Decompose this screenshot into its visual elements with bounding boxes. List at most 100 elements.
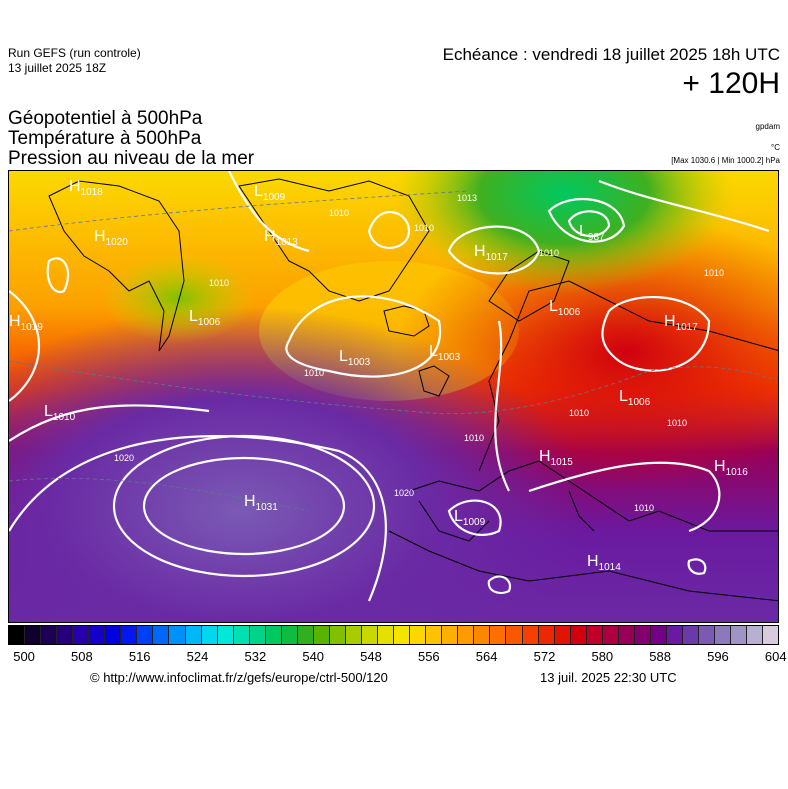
colorbar-swatch	[394, 626, 411, 644]
isotherms	[9, 190, 778, 512]
variable-geopotential: Géopotentiel à 500hPa	[8, 108, 203, 129]
colorbar-swatch	[650, 626, 667, 644]
generation-time: 13 juil. 2025 22:30 UTC	[540, 670, 677, 685]
weather-map-svg: H1018 L1009 H1020 H1013 L1006 H1019 L1003 L1003…	[9, 171, 778, 622]
low-pressure-center: L987	[579, 223, 605, 243]
colorbar-swatch	[153, 626, 170, 644]
high-pressure-center: H1014	[587, 553, 621, 573]
colorbar-swatch	[682, 626, 700, 644]
colorbar	[8, 625, 779, 645]
high-pressure-center: H1017	[664, 313, 698, 333]
colorbar-swatch	[554, 626, 571, 644]
colorbar-swatch	[715, 626, 732, 644]
colorbar-swatch	[538, 626, 555, 644]
colorbar-swatch	[506, 626, 523, 644]
colorbar-swatch	[121, 626, 138, 644]
colorbar-swatch	[474, 626, 491, 644]
colorbar-swatch	[89, 626, 106, 644]
low-pressure-center: L1006	[189, 308, 221, 328]
colorbar-swatch	[763, 626, 779, 644]
pressure-range: [Max 1030.6 | Min 1000.2] hPa	[671, 156, 780, 165]
low-pressure-center: L1006	[549, 298, 581, 318]
colorbar-swatch	[410, 626, 427, 644]
colorbar-tick-label: 516	[128, 649, 151, 664]
colorbar-swatch	[233, 626, 250, 644]
colorbar-swatch	[362, 626, 379, 644]
colorbar-tick-label: 588	[649, 649, 671, 664]
lead-time: + 120H	[682, 67, 780, 100]
variable-temperature: Température à 500hPa	[8, 128, 202, 149]
pressure-centers: H1018 L1009 H1020 H1013 L1006 H1019 L1003 L1003…	[9, 178, 748, 573]
isobar-label: 1010	[304, 368, 324, 378]
colorbar-tick-label: 556	[417, 649, 440, 664]
low-pressure-center: L1009	[254, 183, 286, 203]
colorbar-swatch	[378, 626, 395, 644]
isobar-label: 1013	[457, 193, 477, 203]
source-url[interactable]: © http://www.infoclimat.fr/z/gefs/europe…	[90, 670, 388, 685]
isobar-label: 1010	[209, 278, 229, 288]
colorbar-swatch	[105, 626, 122, 644]
high-pressure-center: H1020	[94, 228, 128, 248]
coastlines	[48, 178, 778, 602]
variable-pressure: Pression au niveau de la mer	[8, 148, 255, 169]
colorbar-tick-label: 540	[302, 649, 325, 664]
colorbar-swatch	[747, 626, 764, 644]
low-pressure-center: L1003	[339, 348, 371, 368]
low-pressure-center: L1010	[44, 403, 76, 423]
colorbar-swatch	[137, 626, 154, 644]
colorbar-tick-label: 572	[533, 649, 556, 664]
isobar-label: 1010	[704, 268, 724, 278]
isobars	[9, 171, 770, 602]
low-pressure-center: L1009	[454, 508, 486, 528]
high-pressure-center: H1031	[244, 493, 278, 513]
high-pressure-center: H1019	[9, 313, 43, 333]
high-pressure-center: H1015	[539, 448, 573, 468]
colorbar-tick-label: 532	[244, 649, 267, 664]
unit-geopotential: gpdam	[755, 122, 780, 131]
colorbar-swatch	[169, 626, 186, 644]
colorbar-swatch	[522, 626, 539, 644]
colorbar-tick-label: 604	[764, 649, 787, 664]
run-date: 13 juillet 2025 18Z	[8, 61, 107, 75]
colorbar-swatch	[313, 626, 330, 644]
colorbar-swatch	[426, 626, 443, 644]
colorbar-swatch	[201, 626, 218, 644]
colorbar-swatch	[9, 626, 26, 644]
colorbar-swatch	[25, 626, 42, 644]
high-pressure-center: H1017	[474, 243, 508, 263]
colorbar-swatch	[185, 626, 202, 644]
isobar-label: 1010	[634, 503, 654, 513]
colorbar-swatch	[666, 626, 683, 644]
colorbar-swatch	[586, 626, 603, 644]
colorbar-swatch	[699, 626, 716, 644]
colorbar-swatch	[41, 626, 58, 644]
colorbar-tick-label: 596	[707, 649, 729, 664]
colorbar-swatch	[57, 626, 74, 644]
weather-map: H1018 L1009 H1020 H1013 L1006 H1019 L1003 L1003…	[8, 170, 779, 623]
colorbar-swatch	[217, 626, 234, 644]
colorbar-tick-label: 508	[71, 649, 93, 664]
colorbar-swatch	[570, 626, 587, 644]
unit-temperature: °C	[771, 143, 780, 152]
isobar-labels: 1013 1010 1010 1010 1010 1010 1010 1010 1020 1020…	[114, 193, 724, 513]
colorbar-swatch	[490, 626, 507, 644]
colorbar-swatch	[329, 626, 346, 644]
colorbar-swatch	[634, 626, 651, 644]
colorbar-swatch	[458, 626, 475, 644]
colorbar-swatch	[602, 626, 619, 644]
colorbar-tick-label: 500	[13, 649, 35, 664]
colorbar-swatch	[345, 626, 363, 644]
colorbar-tick-label: 548	[360, 649, 382, 664]
isobar-label: 1020	[394, 488, 414, 498]
colorbar-swatch	[73, 626, 90, 644]
colorbar-swatch	[442, 626, 459, 644]
isobar-label: 1010	[569, 408, 589, 418]
isobar-label: 1010	[329, 208, 349, 218]
high-pressure-center: H1013	[264, 228, 298, 248]
valid-time: Echéance : vendredi 18 juillet 2025 18h …	[442, 45, 780, 64]
colorbar-swatch	[618, 626, 635, 644]
isobar-label: 1010	[667, 418, 687, 428]
colorbar-swatch	[265, 626, 282, 644]
run-title: Run GEFS (run controle)	[8, 46, 141, 60]
colorbar-swatch	[731, 626, 748, 644]
